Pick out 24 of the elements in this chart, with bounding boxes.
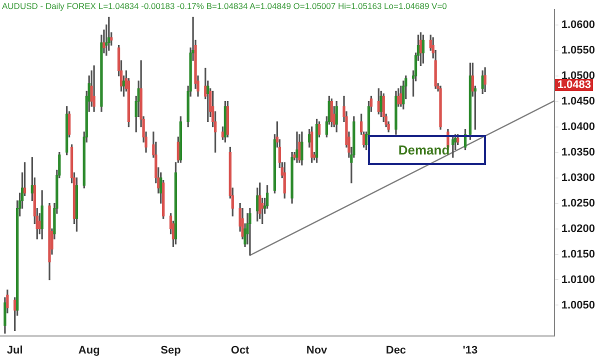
candlestick (248, 208, 252, 256)
x-tick-label: Oct (230, 344, 250, 356)
x-tick-label: Nov (306, 344, 328, 356)
x-tick-label: Jul (6, 344, 23, 356)
candlestick (92, 65, 96, 112)
chart-title: AUDUSD - Daily FOREX L=1.04834 -0.00183 -0.17% B=1.04834 A=1.04849 O=1.05007 Hi=1.05163 Lo=1.04689 V=0 (2, 1, 447, 11)
y-tick-label: 1.0350 (561, 146, 596, 158)
candlestick (296, 132, 298, 163)
x-tick-label: '13 (462, 344, 478, 356)
x-tick-label: Dec (386, 344, 406, 356)
y-tick-label: 1.0600 (561, 18, 596, 31)
y-tick-label: 1.0100 (561, 274, 596, 286)
y-tick-label: 1.0450 (561, 95, 596, 108)
x-tick-label: Aug (78, 344, 100, 356)
y-tick-label: 1.0200 (561, 222, 596, 235)
y-tick-label: 1.0050 (561, 299, 596, 312)
y-tick-label: 1.0150 (561, 248, 596, 260)
y-tick-label: 1.0300 (561, 172, 596, 184)
x-tick-label: Sep (160, 344, 182, 356)
y-tick-label: 1.0400 (561, 120, 596, 133)
annotation: Demand (398, 142, 450, 158)
y-tick-label: 1.0550 (561, 44, 596, 56)
annotation: 1.0483 (555, 78, 593, 91)
y-tick-label: 1.0250 (561, 197, 596, 210)
